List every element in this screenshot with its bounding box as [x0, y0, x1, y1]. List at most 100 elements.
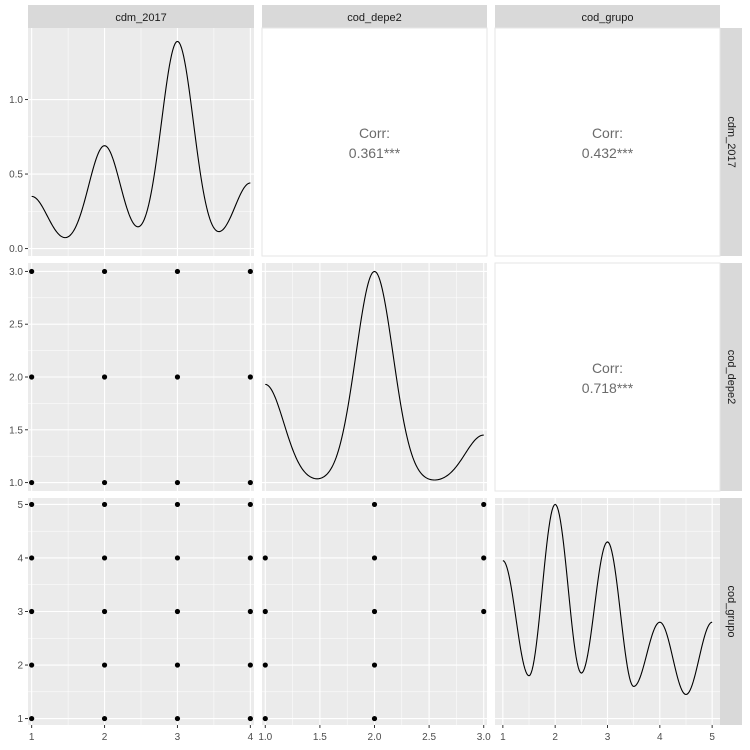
corr-value: 0.432***	[582, 145, 634, 161]
scatter-point	[262, 555, 268, 561]
scatter-point	[371, 715, 378, 722]
x-tick-label: 2	[102, 732, 108, 743]
corr-value: 0.718***	[582, 380, 634, 396]
strip-right-bg	[720, 498, 742, 725]
density-line-cod_depe2	[265, 270, 484, 481]
panel-r0-c0	[28, 28, 254, 256]
strip-top-label: cod_depe2	[347, 12, 401, 24]
scatter-point	[174, 715, 181, 722]
scatter-point	[29, 555, 35, 561]
panel-r0-c2: Corr: 0.432***	[494, 27, 721, 257]
strip-top-label: cod_grupo	[582, 12, 634, 24]
scatter-point	[247, 662, 253, 668]
panel-background	[494, 262, 721, 492]
strip-top-bg	[28, 5, 254, 28]
x-tick-label: 2.0	[368, 732, 382, 743]
strip-top-bg	[495, 5, 720, 28]
scatter-point	[101, 479, 108, 486]
strip-top-bg	[262, 5, 487, 28]
scatter-point	[371, 501, 378, 508]
x-tick-label: 3.0	[477, 732, 491, 743]
scatter-point	[247, 715, 253, 722]
scatter-point	[247, 374, 253, 380]
scatter-point	[174, 479, 181, 486]
scatter-point	[101, 608, 108, 615]
y-tick-label: 3	[17, 607, 23, 618]
scatter-point	[174, 268, 181, 275]
panel-r1-c2: Corr: 0.718***	[494, 262, 721, 492]
strip-right-bg	[720, 263, 742, 491]
scatter-point	[247, 555, 253, 561]
panel-r2-c0	[28, 498, 254, 725]
y-tick-label: 4	[17, 553, 23, 564]
corr-value: 0.361***	[349, 145, 401, 161]
scatter-point	[371, 608, 378, 615]
scatter-point	[29, 715, 35, 722]
y-tick-label: 1.5	[9, 425, 23, 436]
strip-right-bg	[720, 28, 742, 256]
x-tick-label: 2.5	[422, 732, 436, 743]
scatter-point	[101, 662, 108, 668]
strip-top-cod_grupo: cod_grupo	[495, 5, 720, 28]
scatter-point	[262, 715, 268, 722]
strip-top-cod_depe2: cod_depe2	[262, 5, 487, 28]
y-tick-label: 5	[17, 500, 23, 511]
scatter-point	[174, 501, 181, 508]
scatter-point	[29, 501, 35, 508]
x-tick-label: 2	[552, 732, 558, 743]
corr-label: Corr:	[359, 125, 390, 141]
x-tick-label: 1	[29, 732, 35, 743]
y-tick-label: 1	[17, 714, 23, 725]
scatter-point	[174, 374, 181, 380]
scatter-point	[101, 501, 108, 508]
strip-right-cod_grupo: cod_grupo	[720, 498, 742, 725]
scatter-point	[481, 608, 487, 615]
strip-top-label: cdm_2017	[115, 12, 166, 24]
scatter-point	[247, 268, 253, 275]
scatter-point	[29, 268, 35, 275]
panel-r0-c1: Corr: 0.361***	[261, 27, 488, 257]
x-tick-label: 4	[657, 732, 663, 743]
panel-r1-c1	[262, 263, 487, 491]
scatter-point	[174, 555, 181, 561]
density-line-cod_grupo	[502, 503, 713, 696]
panel-background	[494, 27, 721, 257]
strip-right-cod_depe2: cod_depe2	[720, 263, 742, 491]
density-line-cdm_2017	[31, 40, 251, 239]
scatter-point	[29, 374, 35, 380]
panel-r1-c0	[28, 263, 254, 491]
scatter-point	[371, 662, 378, 668]
panel-r2-c2	[495, 498, 720, 725]
strip-right-label: cod_depe2	[725, 350, 737, 404]
scatter-point	[247, 501, 253, 508]
scatter-point	[101, 374, 108, 380]
strip-top-cdm_2017: cdm_2017	[28, 5, 254, 28]
scatter-point	[174, 662, 181, 668]
scatter-point	[371, 555, 378, 561]
y-tick-label: 1.0	[9, 95, 23, 106]
y-tick-label: 2.0	[9, 373, 23, 384]
x-tick-label: 1	[500, 732, 506, 743]
y-tick-label: 0.5	[9, 170, 23, 181]
scatter-point	[101, 715, 108, 722]
panel-r2-c1	[262, 498, 487, 725]
corr-label: Corr:	[592, 125, 623, 141]
y-tick-label: 1.0	[9, 478, 23, 489]
strip-right-cdm_2017: cdm_2017	[720, 28, 742, 256]
scatter-point	[247, 479, 253, 486]
scatter-point	[262, 662, 268, 668]
scatter-point	[174, 608, 181, 615]
scatter-point	[481, 501, 487, 508]
corr-label: Corr:	[592, 360, 623, 376]
scatter-point	[29, 662, 35, 668]
y-tick-label: 2.5	[9, 320, 23, 331]
scatter-point	[101, 555, 108, 561]
scatter-point	[101, 268, 108, 275]
x-tick-label: 1.5	[313, 732, 327, 743]
y-tick-label: 2	[17, 661, 23, 672]
x-tick-label: 1.0	[258, 732, 272, 743]
scatter-point	[29, 479, 35, 486]
scatter-point	[247, 608, 253, 615]
scatter-point	[481, 555, 487, 561]
